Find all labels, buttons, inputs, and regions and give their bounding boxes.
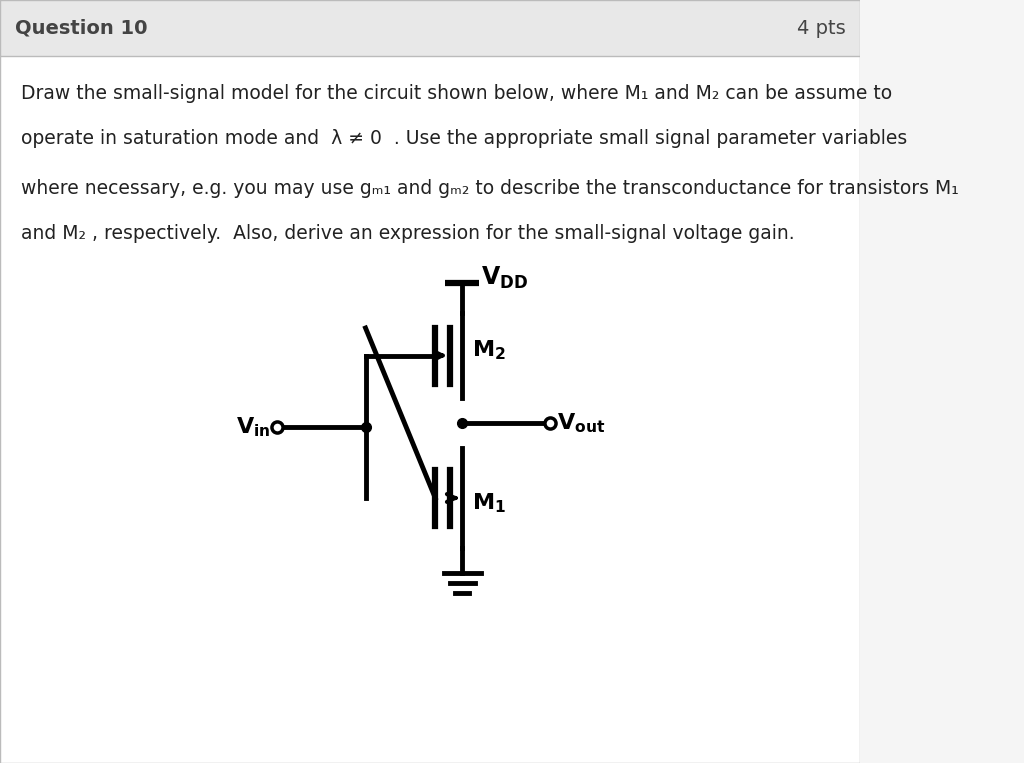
Text: $\mathbf{V_{out}}$: $\mathbf{V_{out}}$ [557,411,605,435]
Text: $\mathbf{M_1}$: $\mathbf{M_1}$ [472,491,506,515]
Text: and M₂ , respectively.  Also, derive an expression for the small-signal voltage : and M₂ , respectively. Also, derive an e… [22,224,795,243]
Text: operate in saturation mode and  λ ≠ 0  . Use the appropriate small signal parame: operate in saturation mode and λ ≠ 0 . U… [22,128,907,147]
Text: Question 10: Question 10 [15,18,147,37]
Text: 4 pts: 4 pts [797,18,846,37]
Text: Draw the small-signal model for the circuit shown below, where M₁ and M₂ can be : Draw the small-signal model for the circ… [22,83,892,102]
Text: where necessary, e.g. you may use gₘ₁ and gₘ₂ to describe the transconductance f: where necessary, e.g. you may use gₘ₁ an… [22,179,958,198]
FancyBboxPatch shape [0,56,860,763]
Text: $\mathbf{V_{in}}$: $\mathbf{V_{in}}$ [237,415,270,439]
Text: $\mathbf{M_2}$: $\mathbf{M_2}$ [472,339,506,362]
FancyBboxPatch shape [0,0,860,56]
Text: $\mathbf{V_{DD}}$: $\mathbf{V_{DD}}$ [480,265,527,291]
